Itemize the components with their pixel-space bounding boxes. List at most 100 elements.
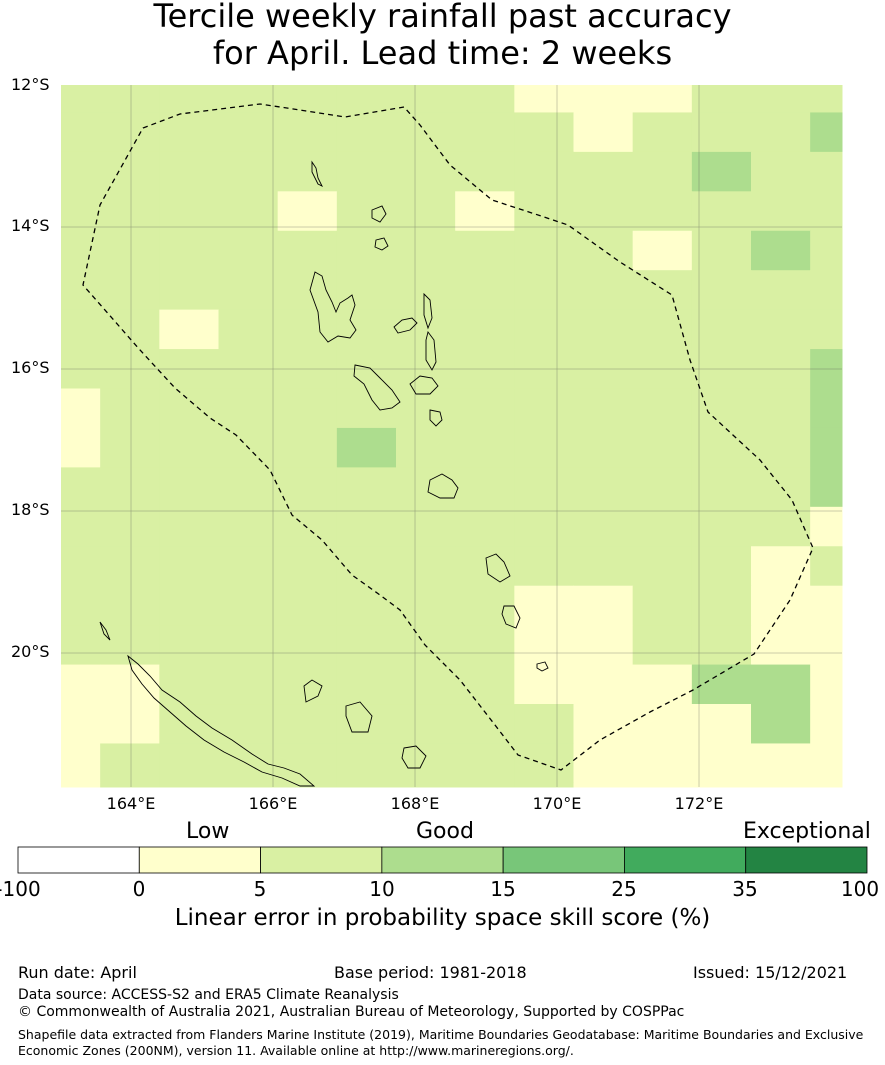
skill-cell — [632, 704, 693, 744]
skill-cell — [159, 506, 219, 547]
skill-cell — [751, 467, 811, 508]
lat-label-20s: 20°S — [11, 642, 50, 661]
skill-cell — [691, 585, 752, 626]
skill-cell — [751, 546, 811, 587]
skill-cell — [691, 625, 752, 666]
skill-cell — [218, 309, 279, 350]
skill-cell — [336, 191, 397, 232]
skill-cell — [61, 112, 101, 153]
skill-cell — [514, 388, 574, 429]
skill-cell — [61, 704, 101, 744]
skill-cell — [277, 151, 338, 192]
skill-cell — [159, 585, 219, 626]
skill-cell — [573, 782, 634, 788]
skill-cell — [514, 585, 574, 626]
skill-cell — [218, 151, 279, 192]
skill-cell — [61, 309, 101, 350]
skill-cell — [159, 664, 219, 705]
skill-cell — [218, 782, 279, 788]
skill-cell — [810, 664, 843, 705]
colorbar-bin — [745, 846, 868, 874]
skill-cell — [277, 664, 338, 705]
skill-cell — [691, 191, 752, 232]
vanua-lava-island — [371, 205, 387, 223]
skill-cell — [455, 625, 515, 666]
skill-cell — [336, 546, 397, 587]
skill-cell — [336, 427, 397, 468]
skill-cell — [691, 85, 752, 113]
skill-cell — [277, 309, 338, 350]
base-period: Base period: 1981-2018 — [334, 963, 527, 982]
skill-cell — [159, 427, 219, 468]
skill-cell — [751, 112, 811, 153]
skill-cell — [810, 427, 843, 468]
skill-cell — [455, 112, 515, 153]
lon-label-164e: 164°E — [106, 794, 156, 813]
skill-cell — [810, 506, 843, 547]
skill-cell — [277, 230, 338, 271]
skill-cell — [159, 151, 219, 192]
skill-cell — [751, 309, 811, 350]
skill-cell — [691, 309, 752, 350]
skill-cell — [573, 743, 634, 784]
loyalty-islands — [303, 679, 427, 769]
skill-cell — [100, 664, 160, 705]
skill-cell — [632, 270, 693, 311]
colorbar-tick: -100 — [0, 877, 41, 901]
skill-cell — [751, 85, 811, 113]
skill-cell — [573, 704, 634, 744]
colorbar-category-low: Low — [186, 819, 230, 844]
skill-cell — [514, 506, 574, 547]
skill-cell — [218, 230, 279, 271]
skill-cell — [514, 85, 574, 113]
skill-cell — [455, 230, 515, 271]
skill-cell — [159, 112, 219, 153]
skill-cell — [751, 191, 811, 232]
maewo-island — [423, 292, 433, 330]
skill-cell — [396, 270, 456, 311]
skill-cell — [396, 151, 456, 192]
skill-cell — [100, 151, 160, 192]
skill-cell — [632, 191, 693, 232]
skill-cell — [691, 664, 752, 705]
skill-cell — [396, 546, 456, 587]
shapefile-line-1: Shapefile data extracted from Flanders M… — [18, 1027, 864, 1042]
skill-cell — [100, 467, 160, 508]
skill-cell — [159, 546, 219, 587]
skill-cell — [218, 743, 279, 784]
skill-cell — [159, 270, 219, 311]
skill-cell — [810, 704, 843, 744]
skill-cell — [455, 743, 515, 784]
skill-cell — [336, 230, 397, 271]
skill-cell — [336, 625, 397, 666]
skill-cell — [691, 506, 752, 547]
aneityum-island — [536, 661, 549, 672]
skill-cell — [100, 230, 160, 271]
skill-cell — [336, 270, 397, 311]
skill-cell — [514, 191, 574, 232]
skill-cell — [336, 664, 397, 705]
skill-cell — [514, 467, 574, 508]
colorbar-tick: 100 — [840, 877, 880, 901]
colorbar-bin — [138, 846, 261, 874]
skill-cell — [632, 506, 693, 547]
ambae-island — [393, 317, 418, 334]
skill-cell — [277, 585, 338, 626]
skill-cell — [751, 664, 811, 705]
skill-cell — [632, 664, 693, 705]
skill-cell — [810, 270, 843, 311]
skill-cell — [573, 112, 634, 153]
skill-cell — [159, 191, 219, 232]
lon-label-172e: 172°E — [674, 794, 724, 813]
skill-cell — [100, 782, 160, 788]
skill-cell — [455, 191, 515, 232]
epi-island — [429, 409, 443, 427]
skill-cell — [632, 309, 693, 350]
skill-cell — [514, 270, 574, 311]
skill-cell — [100, 112, 160, 153]
erromango-island — [485, 553, 511, 583]
skill-cell — [277, 270, 338, 311]
skill-cell — [61, 625, 101, 666]
skill-cell — [573, 309, 634, 350]
skill-cell — [573, 664, 634, 705]
